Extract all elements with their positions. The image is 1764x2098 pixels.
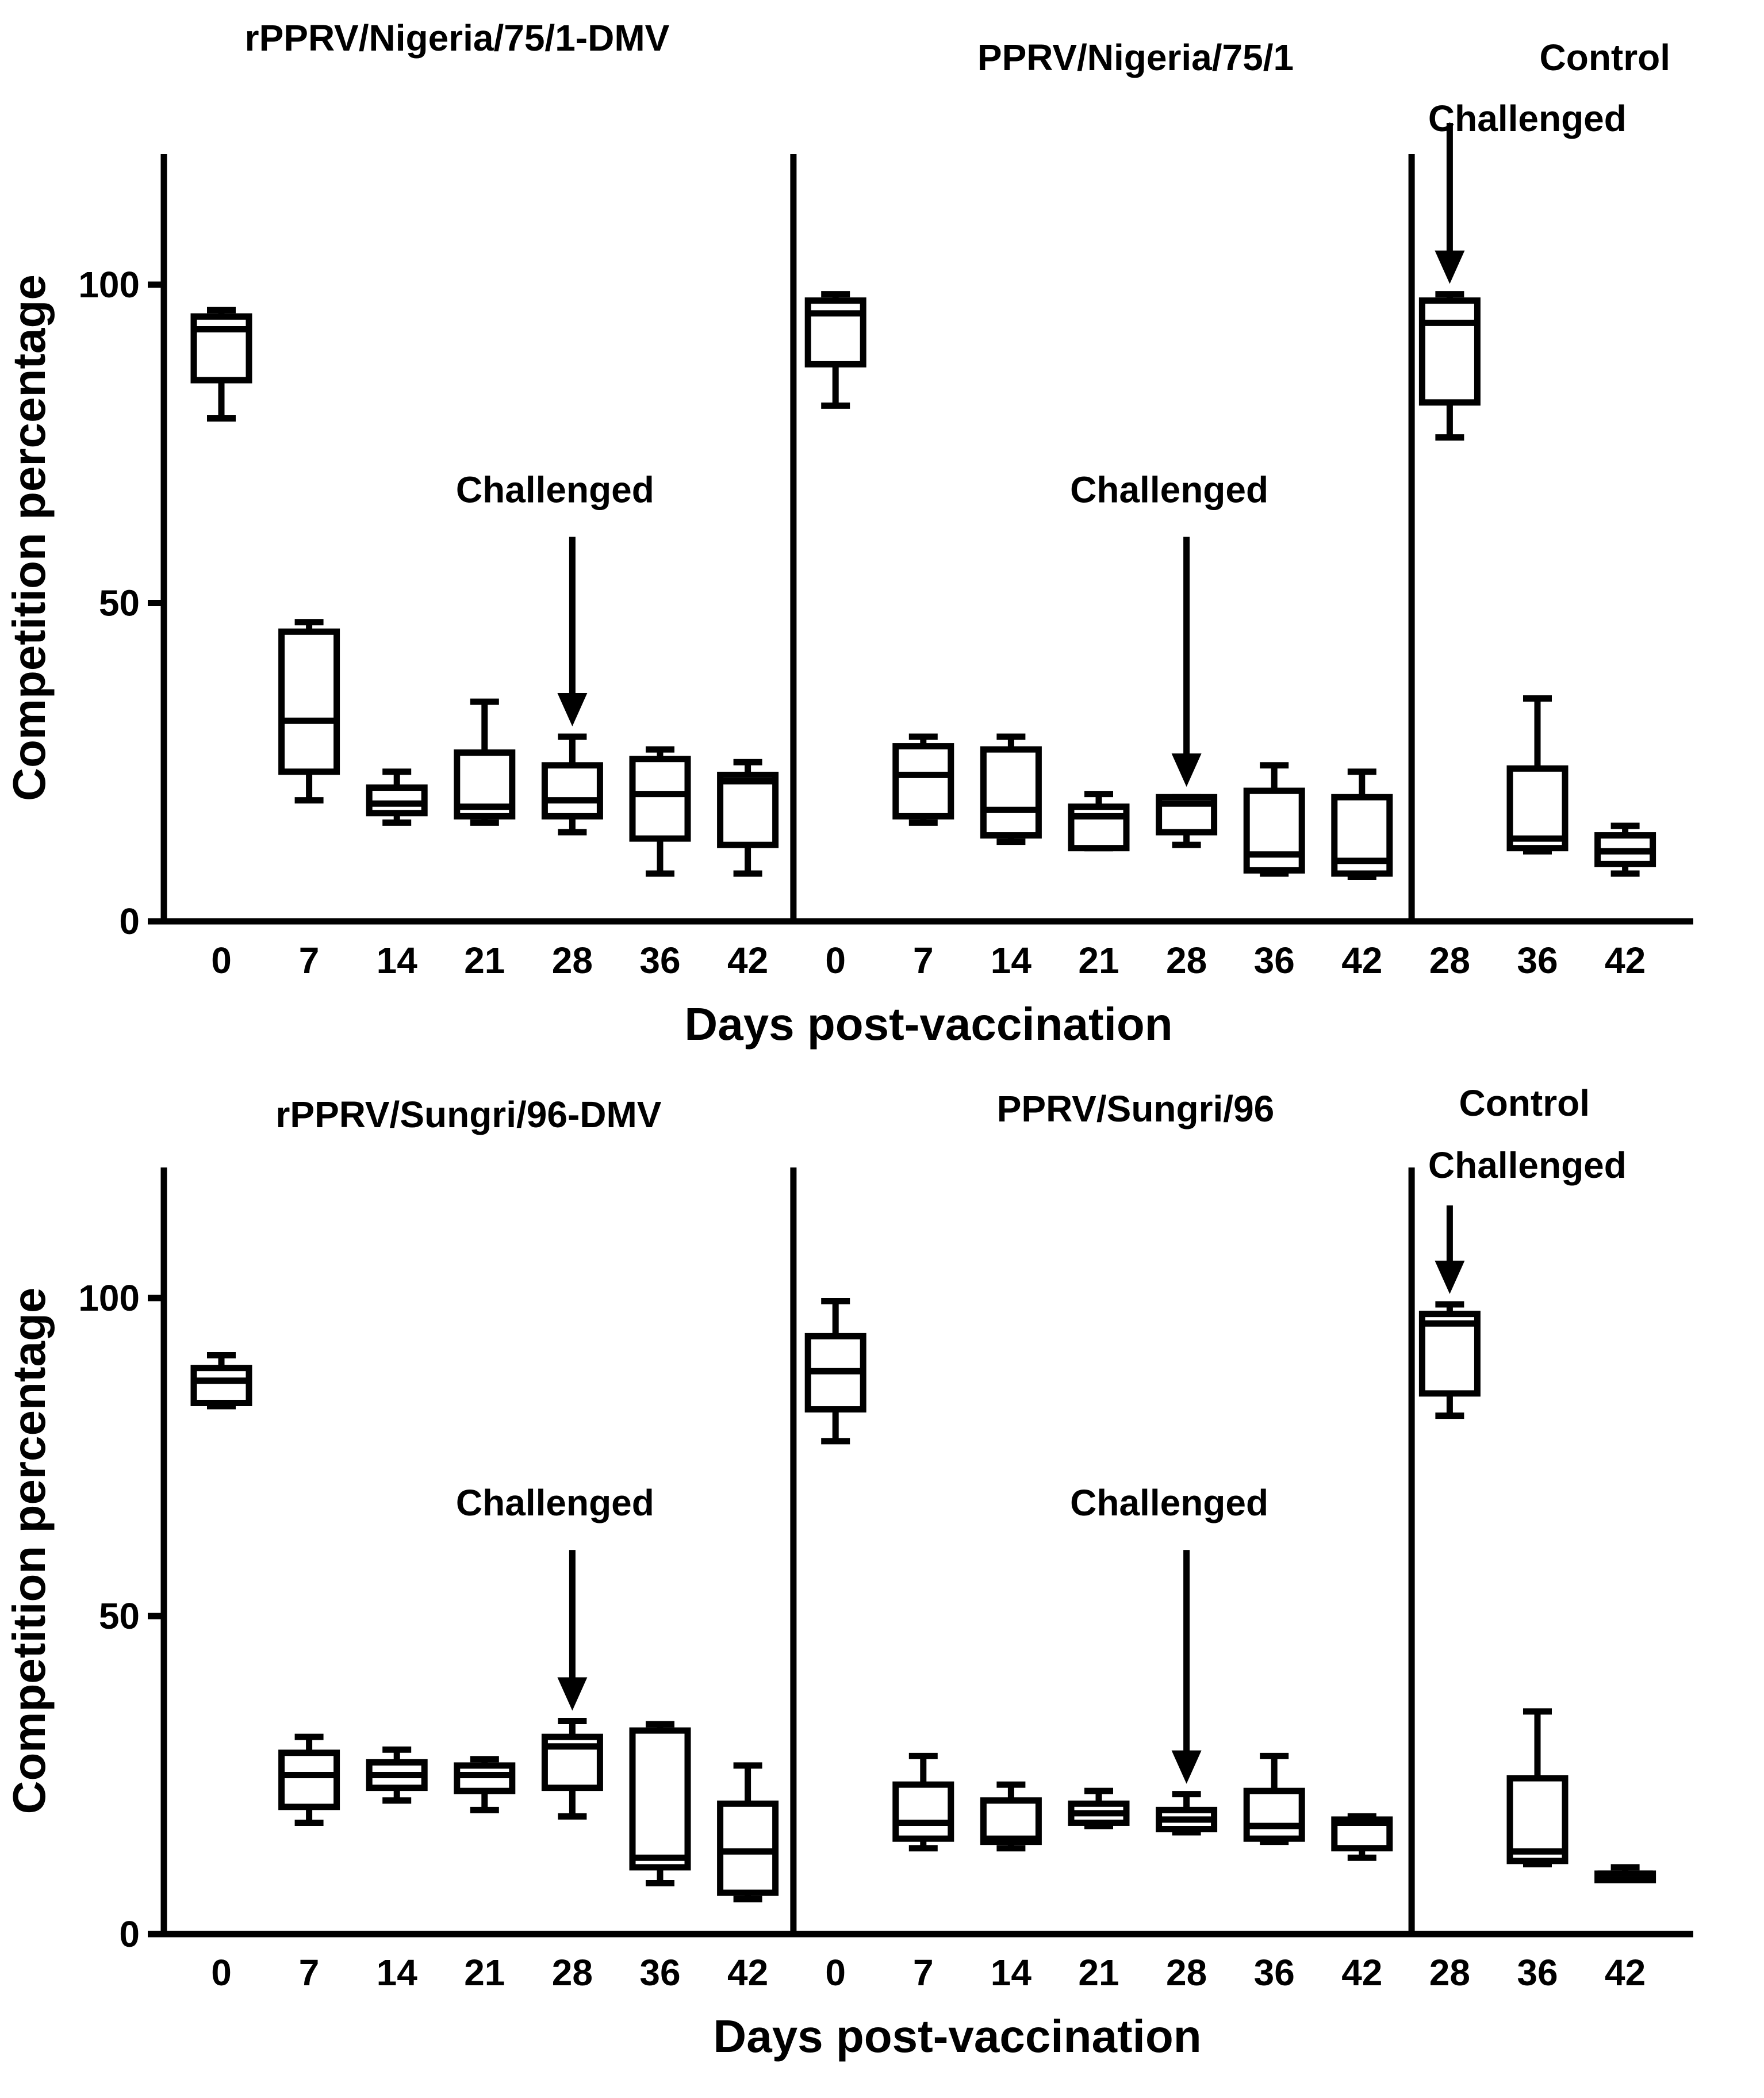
panel-top-group-2-title: PPRV/Nigeria/75/1 bbox=[977, 37, 1294, 78]
panel-bottom-group-3-day-36-tick-label: 36 bbox=[1517, 1952, 1558, 1993]
panel-bottom-group-1-day-28-tick-label: 28 bbox=[552, 1952, 593, 1993]
panel-bottom-group-3-title: Control bbox=[1459, 1082, 1590, 1124]
panel-bottom-group-3-day-28-challenge-arrow-head bbox=[1435, 1261, 1465, 1295]
panel-top-group-2-day-36-tick-label: 36 bbox=[1254, 940, 1295, 981]
panel-top-group-1-day-42-tick-label: 42 bbox=[727, 940, 768, 981]
panel-top-group-1-day-21-tick-label: 21 bbox=[464, 940, 505, 981]
panel-top-group-2-day-21-tick-label: 21 bbox=[1078, 940, 1119, 981]
panel-top-group-3-day-36-tick-label: 36 bbox=[1517, 940, 1558, 981]
panel-top-group-2-day-7-box bbox=[892, 743, 954, 820]
panel-top-group-3-day-28-challenge-label: Challenged bbox=[1428, 98, 1627, 139]
panel-top-group-1-day-42-box bbox=[717, 771, 779, 848]
panel-bottom-group-2-day-21-tick-label: 21 bbox=[1078, 1952, 1119, 1993]
panel-bottom-x-axis-title: Days post-vaccination bbox=[713, 2011, 1201, 2062]
panel-top-group-3-day-36-box bbox=[1506, 765, 1569, 852]
panel-bottom-group-1-day-42-tick-label: 42 bbox=[727, 1952, 768, 1993]
panel-top-group-2-day-0-box bbox=[804, 297, 866, 367]
panel-top-group-1-day-7-tick-label: 7 bbox=[299, 940, 320, 981]
panel-bottom-ytick-label-50: 50 bbox=[99, 1595, 140, 1637]
panel-bottom-group-1-day-36-box bbox=[629, 1727, 691, 1871]
panel-top-group-1-day-14-tick-label: 14 bbox=[377, 940, 418, 981]
panel-top-group-2-day-28-challenge-arrow-head bbox=[1171, 753, 1202, 787]
panel-top-group-1-day-36-box bbox=[629, 756, 691, 842]
panel-bottom-group-3-day-28-tick-label: 28 bbox=[1429, 1952, 1470, 1993]
panel-top-group-3-day-42-tick-label: 42 bbox=[1605, 940, 1646, 981]
panel-top-y-axis-title: Competition percentage bbox=[3, 274, 55, 801]
panel-top-group-2-day-36-box bbox=[1243, 787, 1305, 874]
panel-bottom-group-1-day-36-tick-label: 36 bbox=[639, 1952, 680, 1993]
panel-bottom-group-2-day-14-tick-label: 14 bbox=[991, 1952, 1032, 1993]
panel-top-group-2-day-0-tick-label: 0 bbox=[825, 940, 846, 981]
panel-top-group-1-day-28-challenge-arrow-head bbox=[557, 692, 588, 726]
panel-bottom-y-axis-title: Competition percentage bbox=[3, 1288, 55, 1814]
panel-bottom-group-1-day-7-box bbox=[278, 1749, 340, 1810]
panel-top-group-1-day-28-tick-label: 28 bbox=[552, 940, 593, 981]
panel-bottom-group-2-day-36-box bbox=[1243, 1787, 1305, 1842]
panel-top-group-2-day-28-challenge-label: Challenged bbox=[1070, 469, 1268, 511]
panel-top-ytick-label-100: 100 bbox=[78, 264, 140, 305]
panel-bottom-group-2-day-36-tick-label: 36 bbox=[1254, 1952, 1295, 1993]
panel-bottom-group-2-day-7-box bbox=[892, 1781, 954, 1842]
panel-bottom-group-1-day-7-tick-label: 7 bbox=[299, 1952, 320, 1993]
panel-top-group-3-day-28-box bbox=[1418, 297, 1481, 406]
panel-bottom-group-1-day-28-challenge-label: Challenged bbox=[456, 1482, 654, 1523]
panel-top-group-1-day-0-tick-label: 0 bbox=[211, 940, 232, 981]
panel-top-group-1-day-28-box bbox=[541, 762, 603, 820]
panel-top-group-1-day-28-challenge-label: Challenged bbox=[456, 469, 654, 511]
panel-bottom-group-1-day-14-tick-label: 14 bbox=[377, 1952, 418, 1993]
panel-top-group-3-title: Control bbox=[1540, 37, 1671, 78]
panel-bottom-group-3-day-36-box bbox=[1506, 1775, 1569, 1865]
panel-top-group-1-day-14-box bbox=[366, 784, 428, 817]
panel-bottom-group-3-day-28-box bbox=[1418, 1311, 1481, 1397]
panel-bottom-group-1-day-0-tick-label: 0 bbox=[211, 1952, 232, 1993]
panel-top-group-2-day-14-tick-label: 14 bbox=[991, 940, 1032, 981]
panel-bottom-group-1-title: rPPRV/Sungri/96-DMV bbox=[276, 1094, 662, 1135]
panel-top-group-1-day-0-box bbox=[190, 313, 252, 384]
panel-top-group-2-day-14-box bbox=[980, 746, 1042, 839]
panel-bottom-ytick-label-100: 100 bbox=[78, 1277, 140, 1319]
panel-top-group-3-day-28-challenge-arrow-head bbox=[1435, 250, 1465, 284]
panel-top-group-2-day-42-tick-label: 42 bbox=[1341, 940, 1382, 981]
panel-top-x-axis-title: Days post-vaccination bbox=[684, 998, 1172, 1050]
panel-top-ytick-label-0: 0 bbox=[119, 901, 140, 942]
panel-top-ytick-label-50: 50 bbox=[99, 583, 140, 624]
panel-bottom-group-1-day-21-tick-label: 21 bbox=[464, 1952, 505, 1993]
panel-bottom-group-2-day-28-challenge-arrow-head bbox=[1171, 1750, 1202, 1784]
panel-bottom-group-2-day-14-box bbox=[980, 1797, 1042, 1846]
panel-bottom-group-1-day-28-challenge-arrow-head bbox=[557, 1677, 588, 1711]
panel-bottom-group-3-day-42-tick-label: 42 bbox=[1605, 1952, 1646, 1993]
panel-bottom-group-1-day-42-box bbox=[717, 1800, 779, 1896]
panel-top-group-2-day-21-box bbox=[1068, 803, 1130, 852]
panel-bottom-group-3-day-28-challenge-label: Challenged bbox=[1428, 1144, 1627, 1186]
panel-bottom-group-2-title: PPRV/Sungri/96 bbox=[997, 1088, 1275, 1130]
panel-top-group-2-day-7-tick-label: 7 bbox=[913, 940, 934, 981]
panel-top-group-2-day-28-tick-label: 28 bbox=[1166, 940, 1207, 981]
panel-top-group-3-day-28-tick-label: 28 bbox=[1429, 940, 1470, 981]
panel-top-group-1-day-7-box bbox=[278, 628, 340, 775]
panel-bottom-group-2-day-28-challenge-label: Challenged bbox=[1070, 1482, 1268, 1523]
panel-top-group-1-title: rPPRV/Nigeria/75/1-DMV bbox=[245, 17, 670, 59]
panel-bottom-group-1-day-21-box bbox=[454, 1762, 516, 1794]
panel-bottom-group-2-day-0-tick-label: 0 bbox=[825, 1952, 846, 1993]
panel-bottom-ytick-label-0: 0 bbox=[119, 1913, 140, 1955]
panel-bottom-group-2-day-42-tick-label: 42 bbox=[1341, 1952, 1382, 1993]
panel-bottom-group-2-day-28-tick-label: 28 bbox=[1166, 1952, 1207, 1993]
panel-bottom-group-1-day-0-box bbox=[190, 1365, 252, 1406]
panel-bottom-group-2-day-7-tick-label: 7 bbox=[913, 1952, 934, 1993]
panel-top-group-1-day-36-tick-label: 36 bbox=[639, 940, 680, 981]
